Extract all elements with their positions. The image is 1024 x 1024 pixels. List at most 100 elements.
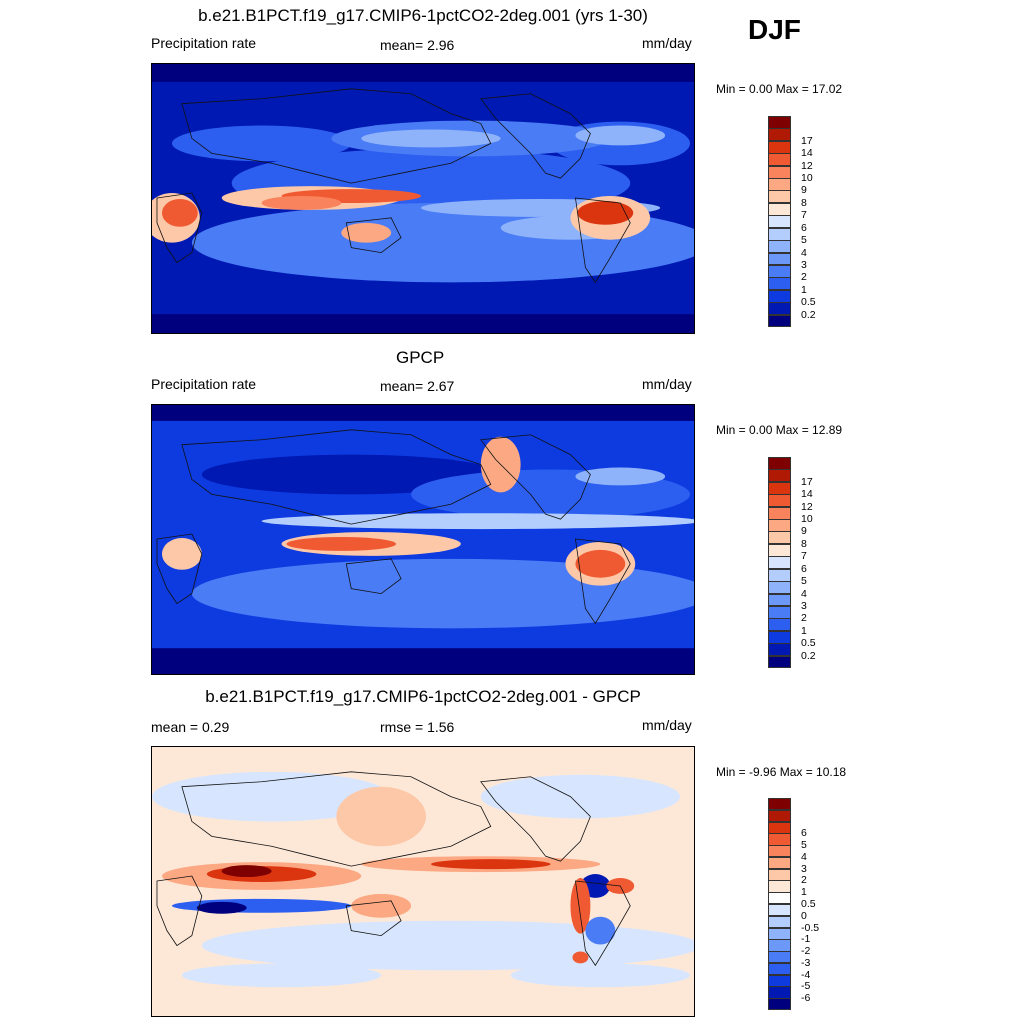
colorbar-tick-label: 1 (801, 624, 807, 637)
colorbar-swatch (768, 593, 791, 607)
colorbar-swatch (768, 543, 791, 557)
panel-2-map (151, 404, 695, 675)
colorbar-swatch (768, 264, 791, 278)
colorbar-swatch (768, 457, 791, 470)
colorbar-swatch (768, 915, 791, 929)
colorbar-tick-label: 14 (801, 488, 813, 501)
colorbar-tick-label: 17 (801, 475, 813, 488)
colorbar-tick-label: 7 (801, 550, 807, 563)
colorbar-tick-label: 5 (801, 234, 807, 247)
colorbar-swatch (768, 939, 791, 952)
colorbar-tick-label: 4 (801, 587, 807, 600)
panel-1-mean: mean= 2.96 (380, 37, 455, 53)
panel-2-minmax: Min = 0.00 Max = 12.89 (716, 423, 843, 437)
colorbar-swatch (768, 904, 791, 917)
colorbar-tick-label: -5 (801, 980, 811, 993)
panel-1-minmax: Min = 0.00 Max = 17.02 (716, 82, 843, 96)
colorbar-tick-label: 2 (801, 271, 807, 284)
colorbar-tick-label: 0 (801, 909, 807, 922)
colorbar-tick-label: -1 (801, 933, 811, 946)
colorbar-tick-label: 3 (801, 599, 807, 612)
obs-precip-field (152, 405, 694, 674)
colorbar-tick-label: 17 (801, 134, 813, 147)
colorbar-swatch (768, 974, 791, 987)
colorbar-swatch (768, 927, 791, 940)
colorbar-swatch (768, 519, 791, 532)
colorbar-swatch (768, 986, 791, 999)
colorbar-tick-label: 12 (801, 159, 813, 172)
panel-1-colorbar: 0.2 0.5 1 2 3 4 5 6 7 8 9 10 12 14 17 (768, 116, 816, 328)
colorbar-tick-label: 4 (801, 850, 807, 863)
colorbar-swatch (768, 605, 791, 619)
colorbar-tick-label: 12 (801, 500, 813, 513)
panel-3-colorbar: -6 -5 -4 -3 -2 -1 -0.5 0 0.5 1 2 3 4 5 6 (768, 798, 819, 1011)
model-precip-field (152, 64, 694, 333)
colorbar-swatch (768, 140, 791, 154)
colorbar-swatch (768, 856, 791, 870)
colorbar-tick-label: 0.5 (801, 296, 816, 309)
colorbar-tick-label: 1 (801, 886, 807, 899)
colorbar-tick-label: 0.2 (801, 308, 816, 321)
colorbar-tick-label: 2 (801, 612, 807, 625)
colorbar-swatch (768, 128, 791, 142)
colorbar-swatch (768, 845, 791, 858)
colorbar-swatch (768, 556, 791, 570)
panel-3-minmax: Min = -9.96 Max = 10.18 (716, 765, 847, 779)
colorbar-tick-label: 8 (801, 537, 807, 550)
colorbar-tick-label: 7 (801, 209, 807, 222)
panel-2-variable-label: Precipitation rate (151, 376, 257, 392)
colorbar-swatch (768, 618, 791, 632)
colorbar-tick-label: 3 (801, 862, 807, 875)
colorbar-swatch (768, 798, 791, 811)
colorbar-swatch (768, 314, 791, 328)
colorbar-swatch (768, 506, 791, 520)
colorbar-swatch (768, 494, 791, 508)
colorbar-tick-label: 3 (801, 258, 807, 271)
colorbar-tick-label: 4 (801, 246, 807, 259)
colorbar-swatch (768, 227, 791, 241)
panel-1-variable-label: Precipitation rate (151, 35, 257, 51)
panel-1-map (151, 63, 695, 334)
colorbar-tick-label: 1 (801, 283, 807, 296)
colorbar-swatch (768, 998, 791, 1011)
colorbar-tick-label: 0.2 (801, 649, 816, 662)
colorbar-swatch (768, 643, 791, 657)
colorbar-swatch (768, 289, 791, 303)
colorbar-tick-label: -3 (801, 956, 811, 969)
colorbar-swatch (768, 809, 791, 823)
panel-2-mean: mean= 2.67 (380, 378, 455, 394)
panel-2-colorbar: 0.2 0.5 1 2 3 4 5 6 7 8 9 10 12 14 17 (768, 457, 816, 669)
panel-3-title: b.e21.B1PCT.f19_g17.CMIP6-1pctCO2-2deg.0… (205, 687, 641, 706)
season-label: DJF (748, 14, 801, 45)
colorbar-swatch (768, 880, 791, 893)
colorbar-tick-label: 0.5 (801, 898, 816, 910)
colorbar-swatch (768, 531, 791, 545)
colorbar-tick-label: 6 (801, 221, 807, 234)
colorbar-swatch (768, 240, 791, 254)
colorbar-swatch (768, 190, 791, 204)
colorbar-swatch (768, 202, 791, 216)
panel-3-map (151, 746, 695, 1017)
colorbar-swatch (768, 581, 791, 595)
colorbar-tick-label: 10 (801, 513, 813, 526)
colorbar-swatch (768, 277, 791, 291)
colorbar-swatch (768, 630, 791, 644)
colorbar-tick-label: 0.5 (801, 637, 816, 650)
colorbar-tick-label: -2 (801, 945, 811, 958)
colorbar-swatch (768, 568, 791, 582)
colorbar-tick-label: 6 (801, 562, 807, 575)
colorbar-tick-label: 10 (801, 172, 813, 185)
panel-3-mean: mean = 0.29 (151, 719, 230, 735)
panel-1-units: mm/day (642, 35, 692, 51)
colorbar-tick-label: 14 (801, 147, 813, 160)
panel-3-rmse: rmse = 1.56 (380, 719, 455, 735)
panel-3-units: mm/day (642, 717, 692, 733)
colorbar-swatch (768, 469, 791, 483)
colorbar-swatch (768, 252, 791, 266)
colorbar-swatch (768, 655, 791, 669)
colorbar-swatch (768, 833, 791, 846)
colorbar-tick-label: 9 (801, 184, 807, 197)
panel-1-title: b.e21.B1PCT.f19_g17.CMIP6-1pctCO2-2deg.0… (198, 6, 648, 25)
colorbar-swatch (768, 962, 791, 976)
colorbar-swatch (768, 302, 791, 316)
